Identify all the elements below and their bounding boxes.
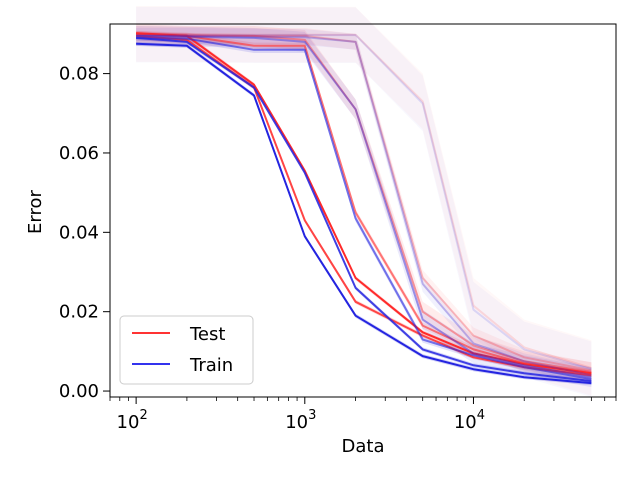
y-tick-label-3: 0.06 [59, 143, 99, 164]
x-tick-label-1: 103 [285, 408, 316, 433]
series-line-train-5 [136, 36, 592, 381]
y-tick-label-1: 0.02 [59, 302, 99, 323]
plot-frame [109, 23, 617, 398]
series-line-test-0 [136, 32, 592, 375]
legend-label-test: Test [189, 324, 225, 345]
y-tick-label-4: 0.08 [59, 64, 99, 85]
series-line-train-1 [136, 42, 592, 385]
series-line-train-7 [136, 34, 592, 379]
x-tick-label-2: 104 [454, 408, 485, 433]
series-lines [136, 32, 592, 385]
series-line-test-10 [136, 32, 592, 369]
y-axis-label: Error [25, 189, 46, 233]
series-line-test-6 [136, 32, 592, 373]
y-tick-label-0: 0.00 [59, 381, 99, 402]
series-line-train-9 [136, 34, 592, 377]
series-line-train-11 [136, 33, 592, 371]
series-line-test-8 [136, 32, 592, 372]
legend: Test Train [119, 315, 254, 385]
y-tick-label-2: 0.04 [59, 222, 99, 243]
y-axis-ticks: 0.00 0.02 0.04 0.06 0.08 [59, 64, 110, 402]
series-line-train-3 [136, 36, 592, 383]
series-line-test-4 [136, 32, 592, 375]
x-tick-label-0: 102 [117, 408, 148, 433]
x-axis-label: Data [342, 436, 385, 457]
x-axis-ticks: 102 103 104 [109, 397, 617, 433]
legend-label-train: Train [189, 355, 233, 376]
